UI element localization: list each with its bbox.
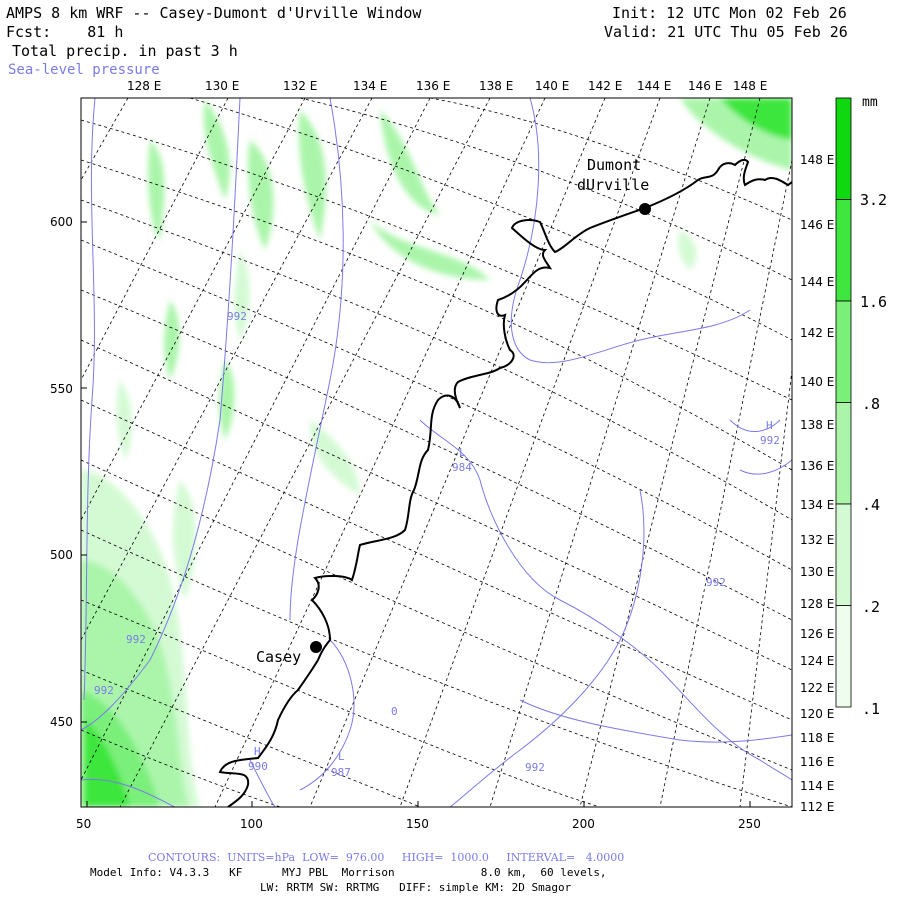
plot-area (81, 98, 792, 807)
top-lon-label: 146 E (688, 79, 723, 93)
x-tick-label: 200 (572, 817, 595, 831)
pressure-label: 992 (525, 761, 545, 774)
right-lon-label: 124 E (800, 654, 835, 668)
low-marker: L (338, 750, 345, 763)
colorbar-swatch (835, 300, 852, 403)
top-lon-label: 132 E (283, 79, 318, 93)
colorbar (835, 97, 852, 708)
plot-frame (80, 97, 793, 808)
y-tick-label: 600 (50, 215, 73, 229)
top-lon-label: 144 E (637, 79, 672, 93)
right-lon-label: 120 E (800, 707, 835, 721)
right-lon-label: 116 E (800, 755, 835, 769)
colorbar-label: .2 (862, 598, 881, 616)
right-lon-label: 146 E (800, 218, 835, 232)
colorbar-label: 3.2 (860, 191, 888, 209)
x-ticks (86, 801, 751, 807)
slp-contours (81, 98, 792, 807)
pressure-label: 984 (452, 461, 472, 474)
x-tick-label: 250 (738, 817, 761, 831)
top-lon-label: 138 E (479, 79, 514, 93)
right-lon-label: 122 E (800, 681, 835, 695)
y-ticks (81, 221, 87, 723)
colorbar-swatch (835, 199, 852, 302)
right-lon-label: 148 E (800, 153, 835, 167)
top-lon-label: 136 E (416, 79, 451, 93)
overlay-name: Sea-level pressure (8, 62, 160, 78)
right-lon-label: 142 E (800, 326, 835, 340)
x-tick-label: 100 (240, 817, 263, 831)
right-lon-label: 118 E (800, 731, 835, 745)
right-lon-label: 126 E (800, 627, 835, 641)
colorbar-label: 1.6 (860, 293, 888, 311)
station-label-durville: dUrville (577, 176, 650, 194)
colorbar-label: .8 (862, 395, 881, 413)
pressure-label: 990 (248, 760, 268, 773)
pressure-label: 992 (94, 684, 114, 697)
top-lon-label: 130 E (205, 79, 240, 93)
right-lon-label: 136 E (800, 459, 835, 473)
map-title: AMPS 8 km WRF -- Casey-Dumont d'Urville … (6, 4, 422, 22)
low-marker: L (459, 446, 466, 459)
y-tick-label: 500 (50, 548, 73, 562)
valid-time: Valid: 21 UTC Thu 05 Feb 26 (604, 23, 848, 41)
pressure-label: 987 (331, 766, 351, 779)
top-lon-label: 140 E (535, 79, 570, 93)
physics-info: LW: RRTM SW: RRTMG DIFF: simple KM: 2D S… (260, 881, 572, 894)
right-lon-label: 112 E (800, 800, 835, 814)
top-lon-label: 148 E (733, 79, 768, 93)
high-marker: H (254, 745, 261, 758)
pressure-label: 992 (227, 310, 247, 323)
y-tick-label: 550 (50, 382, 73, 396)
low-contour-mark: 0 (391, 705, 398, 718)
right-lon-label: 140 E (800, 375, 835, 389)
colorbar-label: .4 (862, 496, 881, 514)
colorbar-swatch (835, 605, 852, 708)
top-lon-label: 142 E (588, 79, 623, 93)
top-lon-label: 134 E (353, 79, 388, 93)
field-name: Total precip. in past 3 h (12, 42, 238, 60)
top-lon-label: 128 E (127, 79, 162, 93)
pressure-label: 992 (126, 633, 146, 646)
init-time: Init: 12 UTC Mon 02 Feb 26 (612, 4, 847, 22)
station-casey-marker (310, 641, 322, 653)
pressure-label: 992 (706, 576, 726, 589)
right-lon-label: 134 E (800, 498, 835, 512)
colorbar-unit: mm (862, 95, 878, 110)
contour-info: CONTOURS: UNITS=hPa LOW= 976.00 HIGH= 10… (148, 851, 625, 864)
colorbar-swatch (835, 97, 852, 200)
pressure-label: 992 (760, 434, 780, 447)
model-info: Model Info: V4.3.3 KF MYJ PBL Morrison 8… (90, 866, 607, 879)
y-tick-label: 450 (50, 715, 73, 729)
high-marker: H (766, 419, 773, 432)
latlon-grid (81, 98, 792, 807)
colorbar-swatch (835, 402, 852, 505)
x-tick-label: 50 (76, 817, 92, 831)
right-lon-label: 138 E (800, 418, 835, 432)
colorbar-swatch (835, 503, 852, 606)
coastline (218, 158, 792, 807)
right-lon-label: 144 E (800, 275, 835, 289)
x-tick-label: 150 (406, 817, 429, 831)
station-dumont-durville-marker (639, 203, 651, 215)
right-lon-label: 130 E (800, 565, 835, 579)
colorbar-label: .1 (862, 700, 881, 718)
right-lon-label: 128 E (800, 597, 835, 611)
right-lon-label: 114 E (800, 779, 835, 793)
right-lon-label: 132 E (800, 533, 835, 547)
forecast-hour: Fcst: 81 h (6, 23, 124, 41)
station-label-dumont: Dumont (587, 156, 642, 174)
station-label-casey: Casey (256, 648, 302, 666)
